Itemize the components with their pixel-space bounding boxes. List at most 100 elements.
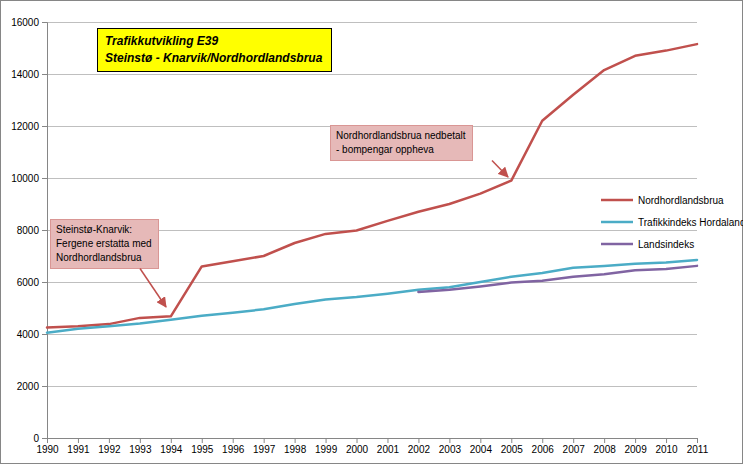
x-tick: 2004 bbox=[470, 438, 493, 455]
y-tick-label: 12000 bbox=[11, 121, 39, 132]
grid-line bbox=[47, 386, 697, 387]
chart-frame bbox=[1, 1, 743, 464]
annotation: Nordhordlandsbrua nedbetalt - bompengar o… bbox=[331, 126, 509, 178]
x-tick: 1996 bbox=[222, 438, 245, 455]
x-tick: 1999 bbox=[315, 438, 338, 455]
y-tick: 4000 bbox=[17, 329, 47, 340]
y-tick: 8000 bbox=[17, 225, 47, 236]
title: Trafikkutvikling E39Steinstø - Knarvik/N… bbox=[105, 34, 323, 65]
annotation-line: Nordhordlandsbrua nedbetalt bbox=[336, 130, 466, 141]
annotation-line: Nordhordlandsbrua bbox=[56, 252, 142, 263]
y-tick-label: 8000 bbox=[17, 225, 40, 236]
x-tick: 1998 bbox=[284, 438, 307, 455]
x-tick-mark bbox=[697, 438, 698, 443]
y-tick-label: 14000 bbox=[11, 69, 39, 80]
y-tick-mark bbox=[42, 438, 47, 439]
x-tick: 2010 bbox=[655, 438, 678, 455]
x-tick-label: 2003 bbox=[439, 444, 462, 455]
x-tick-label: 1997 bbox=[253, 444, 276, 455]
x-axis-line bbox=[48, 439, 698, 444]
y-tick-mark bbox=[42, 178, 47, 179]
annotation-background bbox=[51, 220, 159, 269]
annotation-arrow bbox=[492, 161, 508, 178]
y-tick: 14000 bbox=[11, 69, 47, 80]
y-tick-label: 0 bbox=[33, 433, 39, 444]
y-tick: 2000 bbox=[17, 381, 47, 392]
x-tick-mark bbox=[202, 438, 203, 443]
x-tick-mark bbox=[109, 438, 110, 443]
x-tick-label: 2006 bbox=[532, 444, 555, 455]
x-tick-label: 1993 bbox=[129, 444, 152, 455]
x-tick-mark bbox=[573, 438, 574, 443]
y-tick-label: 2000 bbox=[17, 381, 40, 392]
y-tick-label: 10000 bbox=[11, 173, 39, 184]
x-tick-label: 2001 bbox=[377, 444, 400, 455]
x-tick-label: 2008 bbox=[594, 444, 617, 455]
x-tick-mark bbox=[511, 438, 512, 443]
y-tick: 6000 bbox=[17, 277, 47, 288]
y-tick-mark bbox=[42, 282, 47, 283]
x-tick-mark bbox=[387, 438, 388, 443]
x-tick-mark bbox=[233, 438, 234, 443]
y-tick-label: 16000 bbox=[11, 17, 39, 28]
legend-swatch bbox=[601, 199, 633, 202]
title-background bbox=[98, 29, 332, 72]
chart: 0 2000 4000 6000 8000 10000 12000 14000 16000 199… bbox=[0, 0, 743, 464]
x-tick: 1990 bbox=[36, 438, 59, 455]
x-tick: 1997 bbox=[253, 438, 276, 455]
y-axis: 0 2000 4000 6000 8000 10000 12000 14000 16000 bbox=[11, 17, 47, 444]
legend-label: Landsindeks bbox=[638, 239, 694, 250]
x-tick-label: 1994 bbox=[160, 444, 183, 455]
x-tick-label: 2004 bbox=[470, 444, 493, 455]
y-tick-mark bbox=[42, 126, 47, 127]
x-tick: 1994 bbox=[160, 438, 183, 455]
x-tick-mark bbox=[295, 438, 296, 443]
annotation-text: Nordhordlandsbrua nedbetalt - bompengar o… bbox=[336, 130, 466, 155]
grid-line bbox=[47, 178, 697, 179]
x-tick-label: 1996 bbox=[222, 444, 245, 455]
annotation: Steinstø-Knarvik:Fergene erstatta medNor… bbox=[51, 220, 167, 308]
x-tick-label: 1998 bbox=[284, 444, 307, 455]
annotation-line: Fergene erstatta med bbox=[56, 238, 152, 249]
x-tick-mark bbox=[480, 438, 481, 443]
x-tick-label: 1999 bbox=[315, 444, 338, 455]
y-tick: 10000 bbox=[11, 173, 47, 184]
x-tick-label: 2009 bbox=[624, 444, 647, 455]
y-tick-label: 6000 bbox=[17, 277, 40, 288]
x-tick-mark bbox=[78, 438, 79, 443]
x-tick-label: 2011 bbox=[687, 444, 709, 455]
x-tick-label: 1990 bbox=[36, 444, 59, 455]
x-tick-mark bbox=[140, 438, 141, 443]
x-tick: 2001 bbox=[377, 438, 400, 455]
annotation-background bbox=[331, 126, 473, 161]
grid-line bbox=[47, 334, 697, 335]
y-tick: 16000 bbox=[11, 17, 47, 28]
x-tick-mark bbox=[171, 438, 172, 443]
x-tick: 2011 bbox=[687, 438, 709, 455]
annotation-text: Steinstø-Knarvik:Fergene erstatta medNor… bbox=[56, 224, 152, 263]
x-tick-label: 1992 bbox=[98, 444, 121, 455]
y-tick-mark bbox=[42, 334, 47, 335]
y-tick-mark bbox=[42, 386, 47, 387]
x-axis: 1990 1991 1992 1993 1994 1995 1996 1997 1998 1999… bbox=[36, 438, 708, 455]
x-tick-mark bbox=[357, 438, 358, 443]
y-tick-label: 4000 bbox=[17, 329, 40, 340]
x-tick: 1991 bbox=[67, 438, 90, 455]
y-tick-mark bbox=[42, 230, 47, 231]
grid-line bbox=[47, 282, 697, 283]
x-tick: 2008 bbox=[594, 438, 617, 455]
annotation-line: - bompengar oppheva bbox=[336, 144, 434, 155]
annotation-arrow bbox=[140, 269, 166, 308]
x-tick-label: 2010 bbox=[655, 444, 678, 455]
x-tick-mark bbox=[418, 438, 419, 443]
x-tick: 2007 bbox=[563, 438, 586, 455]
x-tick: 1995 bbox=[191, 438, 214, 455]
x-tick-mark bbox=[449, 438, 450, 443]
x-tick: 1992 bbox=[98, 438, 121, 455]
x-tick: 2003 bbox=[439, 438, 462, 455]
legend: NordhordlandsbruaTrafikkindeks Hordaland… bbox=[601, 195, 743, 250]
y-tick-mark bbox=[42, 22, 47, 23]
legend-swatch bbox=[601, 243, 633, 246]
x-tick-mark bbox=[666, 438, 667, 443]
x-tick-mark bbox=[604, 438, 605, 443]
